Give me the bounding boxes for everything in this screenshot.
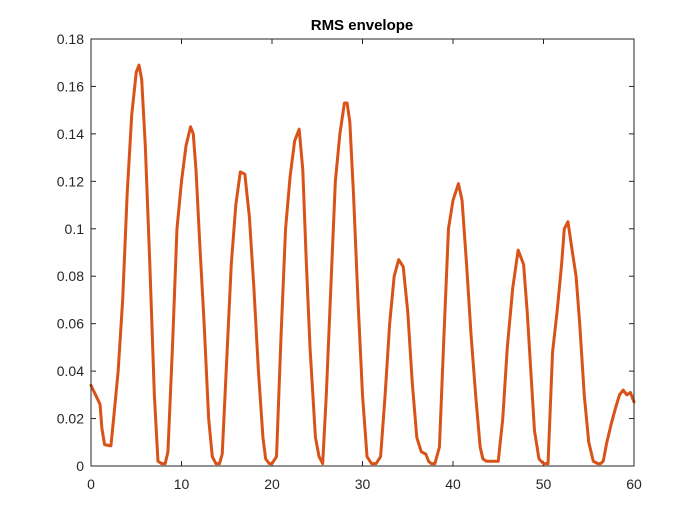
x-tick-label: 30 [355,476,371,492]
axes-box [90,38,635,467]
x-tick-label: 10 [174,476,190,492]
y-tick-label: 0.14 [57,126,84,142]
y-tick-label: 0.18 [57,31,84,47]
x-tick-label: 20 [264,476,280,492]
series-line [89,63,636,466]
x-tick-label: 0 [87,476,95,492]
y-tick-label: 0.04 [57,363,84,379]
x-tick-label: 60 [626,476,642,492]
x-tick-label: 50 [536,476,552,492]
x-tick-label: 40 [445,476,461,492]
y-tick-label: 0.06 [57,316,84,332]
y-tick-label: 0.02 [57,411,84,427]
axis-tick-labels: 0 10 20 30 40 50 60 0 0.02 0.04 0.06 0.08 0.1 0.12 0.1… [57,31,642,492]
y-tick-label: 0 [76,458,84,474]
y-tick-label: 0.12 [57,173,84,189]
y-tick-label: 0.1 [65,221,85,237]
y-tick-label: 0.16 [57,78,84,94]
y-tick-label: 0.08 [57,268,84,284]
chart-title: RMS envelope [311,17,414,34]
